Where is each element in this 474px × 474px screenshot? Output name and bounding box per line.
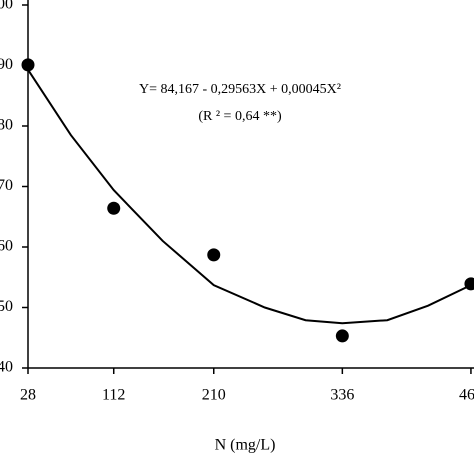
x-tick-label: 112 [102,387,125,404]
y-tick-label: 70 [0,177,13,194]
x-tick-label: 28 [20,387,36,404]
equation: Y= 84,167 - 0,29563X + 0,00045X² [139,82,341,97]
point [464,277,474,291]
y-tick-label: 100 [0,0,13,13]
x-tick-label: 462 [459,387,474,404]
r-squared: (R ² = 0,64 **) [198,109,282,124]
point [335,329,349,343]
y-tick-label: 90 [0,56,13,73]
x-tick-label: 210 [202,387,226,404]
y-tick-label: 40 [0,359,13,376]
point [21,58,35,72]
y-tick-label: 80 [0,117,13,134]
y-tick-label: 50 [0,298,13,315]
point [107,201,121,215]
x-tick-label: 336 [330,387,354,404]
point [207,248,221,262]
y-tick-label: 60 [0,238,13,255]
x-axis-label: N (mg/L) [215,437,276,454]
fit-curve [27,69,472,325]
